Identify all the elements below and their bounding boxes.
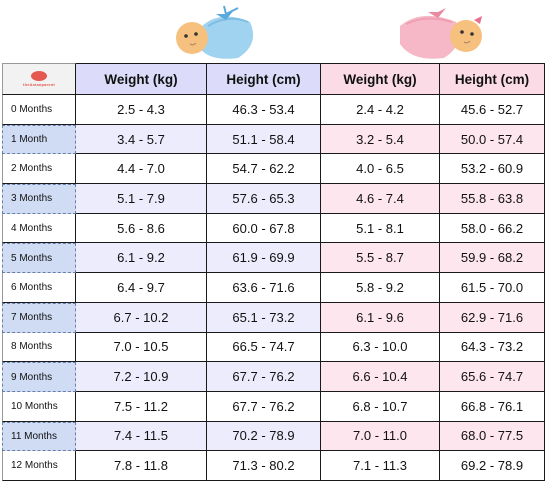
logo-cell: theAsianparent bbox=[2, 63, 76, 95]
girl-height-cell: 53.2 - 60.9 bbox=[440, 154, 545, 185]
boy-weight-cell: 4.4 - 7.0 bbox=[76, 154, 207, 185]
boy-weight-cell: 7.8 - 11.8 bbox=[76, 451, 207, 481]
girl-weight-cell: 5.5 - 8.7 bbox=[321, 243, 440, 274]
month-label: 3 Months bbox=[2, 184, 76, 214]
boy-weight-cell: 5.6 - 8.6 bbox=[76, 213, 207, 244]
girl-weight-cell: 6.8 - 10.7 bbox=[321, 391, 440, 422]
girl-height-cell: 61.5 - 70.0 bbox=[440, 273, 545, 303]
month-label: 12 Months bbox=[2, 451, 76, 481]
header-boy-weight: Weight (kg) bbox=[76, 63, 207, 95]
girl-weight-cell: 7.0 - 11.0 bbox=[321, 421, 440, 452]
girl-weight-cell: 4.0 - 6.5 bbox=[321, 154, 440, 185]
boy-height-cell: 61.9 - 69.9 bbox=[207, 243, 321, 274]
girl-weight-cell: 3.2 - 5.4 bbox=[321, 124, 440, 155]
boy-weight-cell: 6.1 - 9.2 bbox=[76, 243, 207, 274]
month-label: 11 Months bbox=[2, 421, 76, 452]
baby-girl-illustration bbox=[400, 8, 482, 59]
boy-height-cell: 54.7 - 62.2 bbox=[207, 154, 321, 185]
month-label: 0 Months bbox=[2, 95, 76, 125]
boy-height-cell: 67.7 - 76.2 bbox=[207, 391, 321, 422]
boy-weight-cell: 2.5 - 4.3 bbox=[76, 95, 207, 125]
baby-boy-illustration bbox=[176, 5, 254, 59]
boy-height-cell: 71.3 - 80.2 bbox=[207, 451, 321, 481]
boy-weight-cell: 6.7 - 10.2 bbox=[76, 302, 207, 333]
month-label: 5 Months bbox=[2, 243, 76, 274]
girl-weight-cell: 2.4 - 4.2 bbox=[321, 95, 440, 125]
boy-height-cell: 46.3 - 53.4 bbox=[207, 95, 321, 125]
girl-height-cell: 66.8 - 76.1 bbox=[440, 391, 545, 422]
brand-logo-icon bbox=[31, 71, 47, 81]
boy-weight-cell: 7.0 - 10.5 bbox=[76, 332, 207, 363]
month-label: 1 Month bbox=[2, 124, 76, 155]
girl-height-cell: 58.0 - 66.2 bbox=[440, 213, 545, 244]
month-label: 7 Months bbox=[2, 302, 76, 333]
girl-weight-cell: 6.3 - 10.0 bbox=[321, 332, 440, 363]
girl-height-cell: 50.0 - 57.4 bbox=[440, 124, 545, 155]
boy-weight-cell: 3.4 - 5.7 bbox=[76, 124, 207, 155]
girl-height-cell: 64.3 - 73.2 bbox=[440, 332, 545, 363]
girl-height-cell: 62.9 - 71.6 bbox=[440, 302, 545, 333]
month-label: 10 Months bbox=[2, 391, 76, 422]
girl-height-cell: 45.6 - 52.7 bbox=[440, 95, 545, 125]
boy-height-cell: 65.1 - 73.2 bbox=[207, 302, 321, 333]
boy-height-cell: 70.2 - 78.9 bbox=[207, 421, 321, 452]
boy-weight-cell: 7.4 - 11.5 bbox=[76, 421, 207, 452]
girl-weight-cell: 4.6 - 7.4 bbox=[321, 184, 440, 214]
boy-weight-cell: 5.1 - 7.9 bbox=[76, 184, 207, 214]
boy-height-cell: 57.6 - 65.3 bbox=[207, 184, 321, 214]
boy-weight-cell: 6.4 - 9.7 bbox=[76, 273, 207, 303]
growth-table: theAsianparent Weight (kg) Height (cm) W… bbox=[2, 63, 549, 481]
boy-height-cell: 60.0 - 67.8 bbox=[207, 213, 321, 244]
girl-height-cell: 68.0 - 77.5 bbox=[440, 421, 545, 452]
boy-weight-cell: 7.2 - 10.9 bbox=[76, 362, 207, 392]
brand-logo-wordmark: theAsianparent bbox=[23, 82, 55, 87]
header-boy-height: Height (cm) bbox=[207, 63, 321, 95]
boy-height-cell: 67.7 - 76.2 bbox=[207, 362, 321, 392]
month-label: 8 Months bbox=[2, 332, 76, 363]
boy-weight-cell: 7.5 - 11.2 bbox=[76, 391, 207, 422]
month-label: 2 Months bbox=[2, 154, 76, 185]
month-label: 9 Months bbox=[2, 362, 76, 392]
girl-weight-cell: 6.1 - 9.6 bbox=[321, 302, 440, 333]
month-label: 4 Months bbox=[2, 213, 76, 244]
girl-height-cell: 55.8 - 63.8 bbox=[440, 184, 545, 214]
boy-height-cell: 51.1 - 58.4 bbox=[207, 124, 321, 155]
brand-logo: theAsianparent bbox=[9, 68, 69, 90]
girl-height-cell: 59.9 - 68.2 bbox=[440, 243, 545, 274]
header-girl-weight: Weight (kg) bbox=[321, 63, 440, 95]
girl-weight-cell: 7.1 - 11.3 bbox=[321, 451, 440, 481]
boy-height-cell: 66.5 - 74.7 bbox=[207, 332, 321, 363]
girl-weight-cell: 5.8 - 9.2 bbox=[321, 273, 440, 303]
month-label: 6 Months bbox=[2, 273, 76, 303]
girl-weight-cell: 6.6 - 10.4 bbox=[321, 362, 440, 392]
girl-weight-cell: 5.1 - 8.1 bbox=[321, 213, 440, 244]
girl-height-cell: 69.2 - 78.9 bbox=[440, 451, 545, 481]
header-girl-height: Height (cm) bbox=[440, 63, 545, 95]
boy-height-cell: 63.6 - 71.6 bbox=[207, 273, 321, 303]
girl-height-cell: 65.6 - 74.7 bbox=[440, 362, 545, 392]
